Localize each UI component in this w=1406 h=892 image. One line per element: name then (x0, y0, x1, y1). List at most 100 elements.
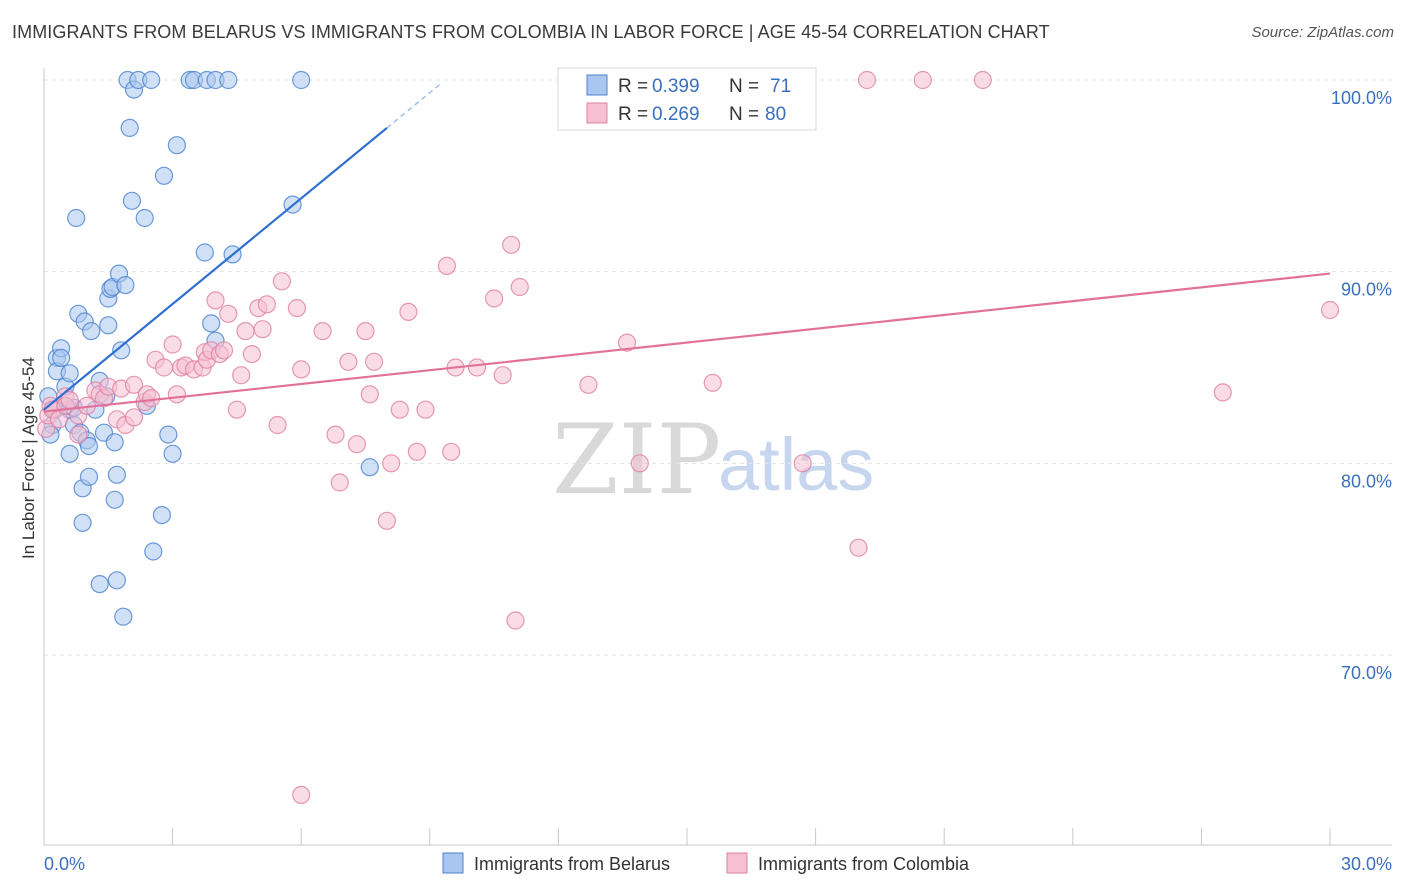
x-tick-label-max: 30.0% (1341, 854, 1392, 874)
point-colombia (360, 385, 379, 404)
point-belarus (195, 243, 214, 262)
point-belarus (51, 348, 71, 367)
point-colombia (163, 335, 182, 354)
point-colombia (219, 304, 238, 323)
point-colombia (1213, 383, 1232, 402)
series-legend: Immigrants from Belarus Immigrants from … (442, 852, 970, 874)
x-tick-label-min: 0.0% (44, 854, 85, 874)
legend-n-label-colombia: N = (729, 104, 759, 125)
legend-n-value-belarus: 71 (770, 76, 791, 97)
point-colombia (124, 375, 144, 394)
y-tick-label-100: 100.0% (1331, 88, 1392, 108)
point-colombia (356, 322, 375, 341)
point-belarus (60, 444, 79, 463)
axes (43, 68, 1392, 846)
trend-line-belarus (43, 127, 388, 411)
point-colombia (257, 295, 276, 314)
point-colombia (510, 277, 529, 297)
legend-n-value-colombia: 80 (765, 104, 786, 125)
bottom-legend-label-colombia: Immigrants from Colombia (758, 854, 970, 874)
point-colombia (339, 352, 358, 371)
point-colombia (365, 352, 384, 371)
y-axis-tick-labels: 70.0% 80.0% 90.0% 100.0% (1331, 88, 1392, 683)
point-colombia (849, 538, 868, 557)
point-belarus (154, 166, 174, 185)
point-colombia (399, 302, 418, 321)
point-belarus (107, 465, 127, 484)
bottom-legend-swatch-belarus (442, 852, 464, 874)
point-colombia (416, 400, 435, 419)
point-colombia (142, 389, 161, 408)
point-colombia (390, 400, 409, 419)
point-colombia (347, 435, 366, 454)
point-belarus (99, 316, 118, 335)
point-colombia (579, 375, 598, 394)
point-colombia (506, 611, 525, 630)
bottom-legend-label-belarus: Immigrants from Belarus (474, 854, 670, 874)
point-colombia (913, 70, 932, 90)
y-tick-label-80: 80.0% (1341, 471, 1392, 491)
point-belarus (73, 513, 92, 532)
point-belarus (120, 118, 139, 138)
legend-swatch-belarus (586, 74, 608, 96)
point-belarus (67, 208, 86, 228)
y-tick-label-70: 70.0% (1341, 663, 1392, 683)
point-colombia (124, 408, 144, 427)
point-belarus (122, 191, 141, 210)
bottom-legend-swatch-colombia (726, 852, 748, 874)
point-colombia (253, 320, 272, 339)
legend-r-label-belarus: R = (618, 76, 648, 97)
point-belarus (82, 322, 101, 341)
point-belarus (105, 490, 124, 509)
point-colombia (292, 360, 311, 379)
legend-swatch-colombia (586, 102, 608, 124)
point-colombia (1320, 300, 1340, 320)
point-colombia (227, 400, 246, 419)
point-colombia (437, 256, 456, 275)
point-belarus (79, 467, 99, 486)
point-colombia (313, 322, 332, 341)
point-belarus (112, 341, 131, 360)
point-belarus (60, 364, 79, 383)
point-colombia (793, 454, 812, 473)
point-colombia (493, 366, 512, 385)
stats-legend: R = 0.399 N = 71 R = 0.269 N = 80 (557, 67, 817, 131)
point-belarus (107, 571, 127, 590)
legend-r-value-belarus: 0.399 (652, 76, 700, 97)
point-belarus (159, 425, 178, 444)
point-belarus (135, 208, 154, 228)
point-colombia (703, 373, 722, 392)
point-belarus (90, 574, 109, 594)
watermark: ZIP atlas (552, 404, 874, 516)
point-belarus (105, 433, 124, 452)
point-belarus (142, 70, 161, 90)
point-colombia (382, 454, 401, 473)
point-colombia (272, 272, 291, 291)
point-colombia (630, 454, 649, 473)
point-colombia (407, 442, 426, 461)
point-colombia (617, 333, 637, 352)
y-axis-label: In Labor Force | Age 45-54 (19, 357, 38, 559)
point-colombia (154, 358, 174, 377)
point-colombia (287, 299, 306, 318)
point-belarus (152, 505, 171, 525)
point-belarus (202, 314, 221, 333)
source-credit: Source: ZipAtlas.com (1251, 24, 1394, 41)
y-tick-label-90: 90.0% (1341, 280, 1392, 300)
point-colombia (242, 345, 261, 364)
point-colombia (167, 385, 186, 404)
point-belarus (163, 444, 182, 463)
point-colombia (206, 291, 225, 310)
legend-r-label-colombia: R = (618, 104, 648, 125)
point-belarus (114, 607, 133, 626)
point-colombia (442, 442, 461, 461)
point-belarus (292, 70, 311, 90)
x-axis-ticks (43, 828, 1331, 845)
point-colombia (377, 511, 396, 530)
point-colombia (232, 366, 251, 385)
chart-title: IMMIGRANTS FROM BELARUS VS IMMIGRANTS FR… (12, 22, 1050, 42)
legend-r-value-colombia: 0.269 (652, 104, 700, 125)
grid-lines (44, 79, 1392, 656)
point-colombia (857, 70, 877, 90)
